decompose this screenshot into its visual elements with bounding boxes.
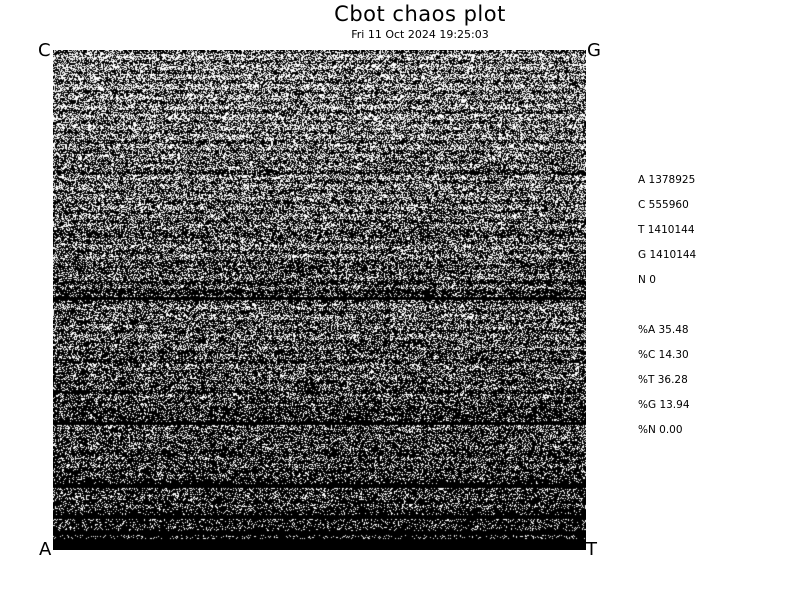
count-c: C 555960 xyxy=(638,193,696,218)
stats-spacer xyxy=(638,293,696,318)
percent-a: %A 35.48 xyxy=(638,318,696,343)
percent-n: %N 0.00 xyxy=(638,418,696,443)
count-g: G 1410144 xyxy=(638,243,696,268)
count-t: T 1410144 xyxy=(638,218,696,243)
percent-t: %T 36.28 xyxy=(638,368,696,393)
chart-title: Cbot chaos plot xyxy=(0,2,800,26)
count-a: A 1378925 xyxy=(638,168,696,193)
chaos-point-cloud xyxy=(53,50,586,550)
chaos-plot-area xyxy=(53,50,586,550)
nucleotide-stats-panel: A 1378925 C 555960 T 1410144 G 1410144 N… xyxy=(638,168,696,443)
percent-g: %G 13.94 xyxy=(638,393,696,418)
chart-subtitle: Fri 11 Oct 2024 19:25:03 xyxy=(0,28,800,41)
percent-c: %C 14.30 xyxy=(638,343,696,368)
corner-label-t: T xyxy=(586,541,597,559)
corner-label-c: C xyxy=(38,42,51,60)
corner-label-a: A xyxy=(39,541,51,559)
count-n: N 0 xyxy=(638,268,696,293)
corner-label-g: G xyxy=(587,42,601,60)
